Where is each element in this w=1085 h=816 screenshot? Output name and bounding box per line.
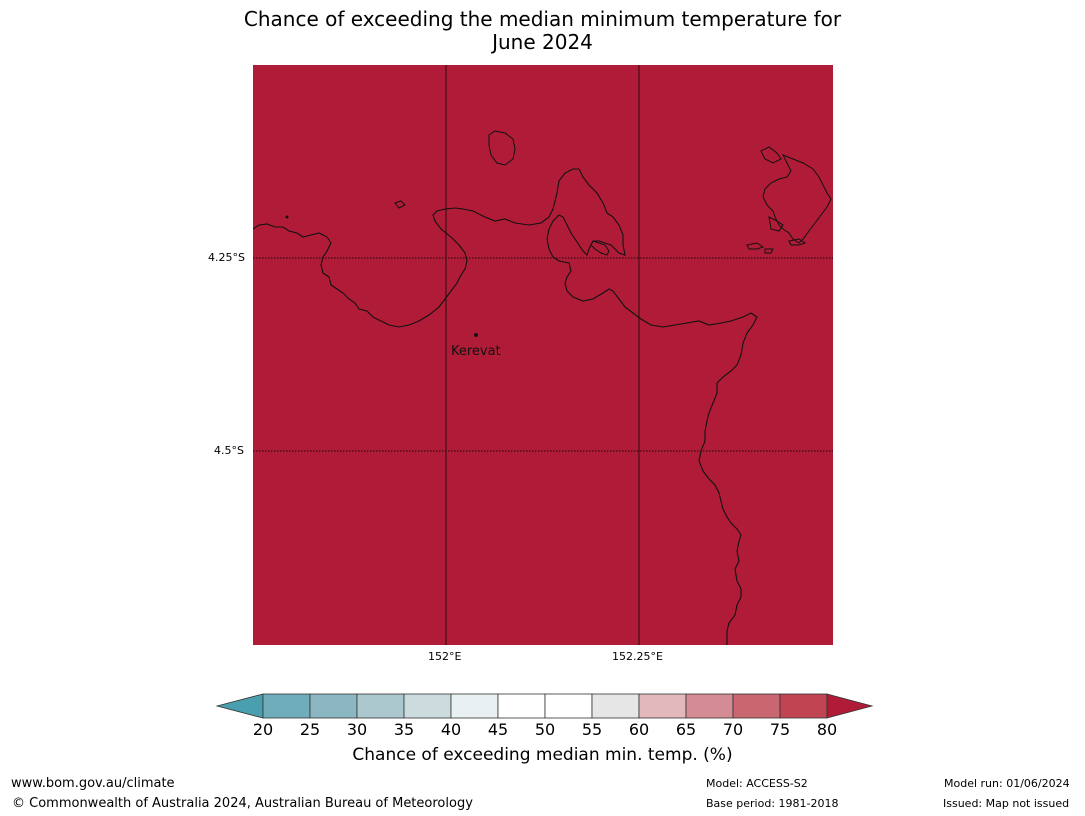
colorbar-tick-label: 75 [769, 720, 791, 739]
map-title: Chance of exceeding the median minimum t… [0, 8, 1085, 54]
colorbar-segment [262, 693, 311, 719]
colorbar-segment [591, 693, 640, 719]
islands-ne [746, 146, 832, 254]
colorbar-tick-label: 40 [440, 720, 462, 739]
colorbar-tick-label: 55 [581, 720, 603, 739]
footer-model-run: Model run: 01/06/2024 [944, 777, 1070, 790]
colorbar-segment [732, 693, 781, 719]
lat-label-4-25: 4.25°S [208, 251, 245, 264]
footer-copyright: © Commonwealth of Australia 2024, Austra… [12, 796, 473, 811]
footer-issued: Issued: Map not issued [943, 797, 1070, 810]
colorbar-tick-label: 30 [346, 720, 368, 739]
colorbar-tick-label: 25 [299, 720, 321, 739]
colorbar-title: Chance of exceeding median min. temp. (%… [352, 745, 733, 765]
colorbar-extend-low [215, 693, 264, 719]
town-marker [474, 333, 478, 337]
colorbar-segment [779, 693, 828, 719]
colorbar-extend-high [826, 693, 874, 719]
colorbar-segment [497, 693, 546, 719]
town-label: Kerevat [451, 344, 501, 359]
colorbar-tick-label: 35 [393, 720, 415, 739]
forecast-map: Kerevat [253, 65, 833, 645]
lagoon [590, 240, 610, 256]
lon-label-152: 152°E [428, 650, 462, 663]
colorbar-segment [685, 693, 734, 719]
islet-2 [285, 215, 289, 219]
footer-url[interactable]: www.bom.gov.au/climate [11, 776, 175, 791]
colorbar-segment [450, 693, 499, 719]
colorbar-segment [638, 693, 687, 719]
footer-base-period: Base period: 1981-2018 [706, 797, 839, 810]
map-svg: Kerevat [253, 65, 833, 645]
footer-model: Model: ACCESS-S2 [706, 777, 808, 790]
island-north [488, 130, 516, 166]
colorbar-segment [309, 693, 358, 719]
islet-1 [394, 200, 406, 209]
colorbar-tick-label: 60 [628, 720, 650, 739]
colorbar-tick-label: 65 [675, 720, 697, 739]
colorbar-tick-label: 70 [722, 720, 744, 739]
colorbar-segment [544, 693, 593, 719]
colorbar [215, 693, 874, 719]
colorbar-tick-label: 20 [252, 720, 274, 739]
colorbar-tick-label: 80 [816, 720, 838, 739]
lon-label-152-25: 152.25°E [612, 650, 663, 663]
colorbar-tick-label: 50 [534, 720, 556, 739]
coastline [253, 168, 758, 645]
colorbar-segment [356, 693, 405, 719]
colorbar-tick-label: 45 [487, 720, 509, 739]
colorbar-segment [403, 693, 452, 719]
lat-label-4-5: 4.5°S [214, 444, 244, 457]
title-line-1: Chance of exceeding the median minimum t… [243, 7, 842, 31]
title-line-2: June 2024 [492, 30, 593, 54]
